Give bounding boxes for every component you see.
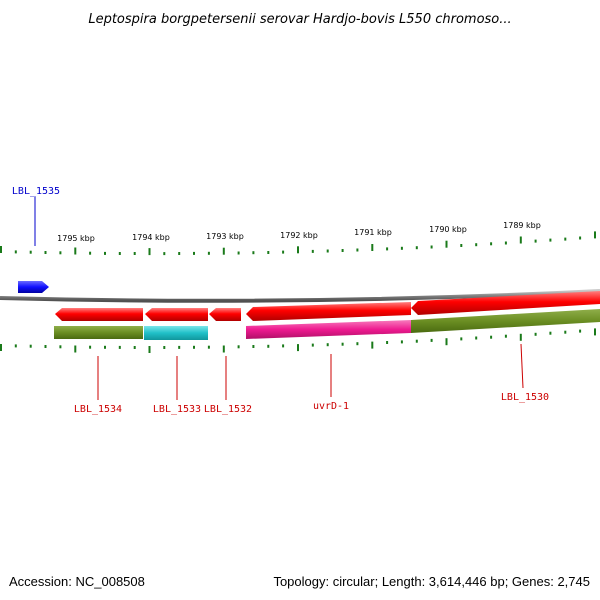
gene-lbl-1533[interactable]: LBL_1533 — [153, 356, 201, 415]
gene-label: LBL_1534 — [74, 404, 122, 415]
kbp-label: 1791 kbp — [354, 228, 392, 237]
gene-lbl-1530-arrow[interactable] — [411, 291, 600, 315]
chromosome-backbone — [0, 289, 600, 303]
outer-tick-ring — [0, 231, 596, 256]
kbp-label: 1789 kbp — [503, 221, 541, 230]
gene-lbl-1533-arrow[interactable] — [145, 308, 208, 321]
gene-lbl-1534-arrow[interactable] — [55, 308, 143, 321]
gene-lbl-1532-arrow[interactable] — [209, 308, 241, 321]
cog-track — [54, 309, 600, 340]
kbp-label: 1794 kbp — [132, 233, 170, 242]
forward-gene-arrow[interactable] — [18, 281, 49, 293]
gene-uvrd-1[interactable]: uvrD-1 — [313, 354, 349, 412]
gene-label: LBL_1530 — [501, 392, 549, 403]
gene-lbl-1534[interactable]: LBL_1534 — [74, 356, 122, 415]
kbp-label: 1793 kbp — [206, 232, 244, 241]
cog-bar-lbl-1530 — [411, 309, 600, 333]
kbp-label: 1795 kbp — [57, 234, 95, 243]
accession-text: Accession: NC_008508 — [9, 574, 145, 589]
label-leader-line — [520, 343, 524, 389]
gene-label: LBL_1535 — [12, 186, 60, 197]
inner-tick-ring — [0, 328, 596, 353]
gene-label: LBL_1533 — [153, 404, 201, 415]
cog-bar-lbl-1533 — [144, 326, 208, 340]
kbp-label: 1792 kbp — [280, 231, 318, 240]
reverse-gene-track — [55, 291, 600, 321]
kbp-scale-labels: 1795 kbp 1794 kbp 1793 kbp 1792 kbp 1791… — [57, 221, 541, 243]
gene-label: uvrD-1 — [313, 401, 349, 412]
gene-lbl-1530[interactable]: LBL_1530 — [501, 343, 549, 403]
cog-bar-lbl-1534 — [54, 326, 143, 339]
gene-lbl-1532[interactable]: LBL_1532 — [204, 356, 252, 415]
gene-label: LBL_1532 — [204, 404, 252, 415]
cog-bar-uvrd-1 — [246, 320, 411, 339]
gene-lbl-1535[interactable]: LBL_1535 — [12, 186, 60, 293]
map-title: Leptospira borgpetersenii serovar Hardjo… — [88, 12, 511, 27]
kbp-label: 1790 kbp — [429, 225, 467, 234]
genome-summary-text: Topology: circular; Length: 3,614,446 bp… — [273, 574, 590, 589]
gene-uvrd-1-arrow[interactable] — [246, 302, 411, 321]
